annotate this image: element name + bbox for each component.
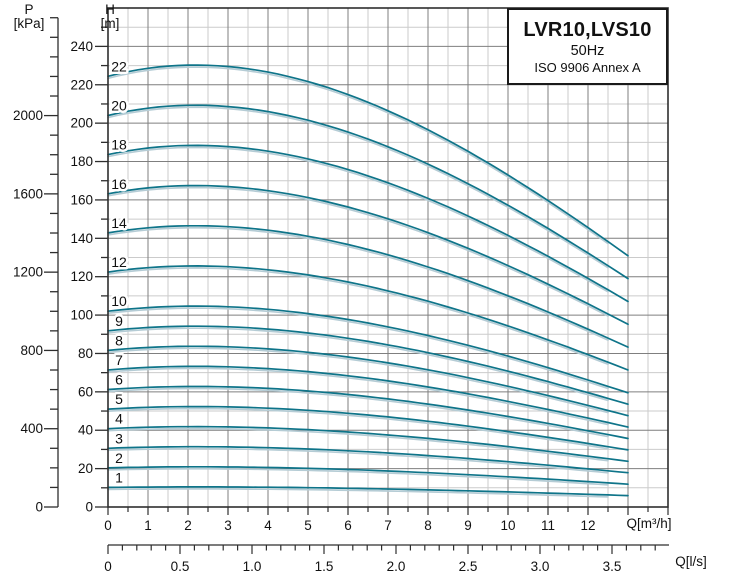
- pressure-tick-label: 2000: [13, 108, 43, 123]
- stage-curve-label: 4: [115, 411, 123, 427]
- flow-ls-tick-label: 2.5: [459, 559, 478, 574]
- flow-ls-tick-label: 3.5: [603, 559, 622, 574]
- head-tick-label: 40: [78, 423, 93, 438]
- pressure-tick-label: 0: [35, 500, 43, 515]
- pressure-axis-title: P [kPa]: [0, 3, 58, 31]
- head-tick-label: 0: [85, 500, 93, 515]
- head-tick-label: 140: [70, 231, 93, 246]
- flow-m3h-tick-label: 10: [500, 518, 515, 533]
- curve-stage-12: [107, 265, 629, 371]
- flow-m3h-tick-label: 0: [104, 518, 112, 533]
- flow-m3h-tick-label: 6: [344, 518, 352, 533]
- stage-curve-label: 3: [115, 430, 123, 446]
- curve-stage-10: [107, 305, 629, 394]
- title-box: LVR10,LVS10 50Hz ISO 9906 Annex A: [507, 8, 668, 85]
- stage-curve-label: 14: [111, 215, 127, 231]
- pressure-axis-unit: [kPa]: [13, 16, 45, 31]
- flow-ls-tick-label: 0.5: [171, 559, 190, 574]
- flow-axis-m3h: 0 1 2 3 4 5 6 7 8 9 10 11 12: [104, 507, 669, 533]
- head-tick-label: 240: [70, 39, 93, 54]
- head-tick-label: 180: [70, 154, 93, 169]
- head-tick-label: 120: [70, 269, 93, 284]
- pressure-axis-symbol: P: [24, 2, 34, 17]
- frequency-label: 50Hz: [570, 42, 605, 59]
- flow-axis-ls: 0 0.5 1.0 1.5 2.0 2.5 3.0 3.5: [104, 544, 669, 574]
- stage-curve-label: 6: [115, 372, 123, 388]
- curve-stage-4: [107, 425, 629, 463]
- curve-stage-22: [107, 64, 629, 257]
- flow-m3h-tick-label: 5: [304, 518, 312, 533]
- flow-axis-ls-label: Q[l/s]: [675, 554, 707, 569]
- flow-m3h-tick-label: 8: [424, 518, 432, 533]
- head-tick-label: 80: [78, 346, 93, 361]
- stage-curve-label: 2: [115, 450, 123, 466]
- flow-ls-tick-label: 2.0: [387, 559, 406, 574]
- curve-stage-3: [107, 445, 629, 474]
- pump-model-title: LVR10,LVS10: [523, 18, 652, 41]
- curve-stage-16: [107, 184, 629, 326]
- flow-ls-tick-label: 3.0: [531, 559, 550, 574]
- flow-m3h-tick-label: 2: [184, 518, 192, 533]
- curve-stage-5: [107, 405, 629, 451]
- stage-curve-label: 16: [111, 176, 127, 192]
- pressure-axis: 0 400 800 1200 1600 2000: [13, 17, 59, 515]
- curve-stage-2: [107, 465, 629, 486]
- flow-axis-m3h-label: Q[m³/h]: [626, 516, 672, 531]
- head-tick-label: 160: [70, 192, 93, 207]
- stage-curve-label: 1: [115, 469, 123, 485]
- head-tick-label: 60: [78, 384, 93, 399]
- curve-stage-20: [107, 104, 629, 280]
- flow-m3h-tick-label: 7: [384, 518, 392, 533]
- flow-ls-tick-label: 1.0: [243, 559, 262, 574]
- flow-m3h-tick-label: 9: [464, 518, 472, 533]
- standard-label: ISO 9906 Annex A: [534, 59, 641, 75]
- flow-m3h-tick-label: 1: [144, 518, 152, 533]
- head-axis-title: H [m]: [86, 3, 134, 31]
- flow-m3h-tick-label: 11: [541, 518, 555, 533]
- stage-curve-label: 10: [111, 293, 127, 309]
- curve-stage-7: [107, 365, 629, 428]
- head-axis-symbol: H: [105, 2, 115, 17]
- flow-m3h-tick-label: 4: [264, 518, 272, 533]
- head-axis-unit: [m]: [100, 16, 120, 31]
- flow-m3h-tick-label: 12: [580, 518, 595, 533]
- curve-stage-8: [107, 345, 629, 417]
- stage-curve-label: 5: [115, 391, 123, 407]
- curve-stage-18: [107, 144, 629, 303]
- stage-curve-label: 7: [115, 352, 123, 368]
- stage-curve-label: 12: [111, 254, 127, 270]
- curve-stage-1: [107, 486, 629, 498]
- stage-curve-label: 18: [111, 137, 127, 153]
- flow-m3h-tick-label: 3: [224, 518, 232, 533]
- pressure-tick-label: 400: [20, 421, 43, 436]
- flow-ls-tick-label: 1.5: [315, 559, 334, 574]
- stage-curve-label: 9: [115, 313, 123, 329]
- pressure-tick-label: 1600: [13, 186, 43, 201]
- head-tick-label: 20: [78, 461, 93, 476]
- pressure-tick-label: 800: [20, 343, 43, 358]
- stage-curve-label: 20: [111, 97, 127, 113]
- head-axis: 0 20 40 60 80 100 120 140 160 180 200 220 240: [70, 26, 108, 515]
- stage-curve-label: 8: [115, 332, 123, 348]
- curve-stage-9: [107, 325, 629, 406]
- head-tick-label: 100: [70, 308, 93, 323]
- pressure-tick-label: 1200: [13, 265, 43, 280]
- stage-curves: [107, 64, 629, 498]
- curve-stage-6: [107, 385, 629, 440]
- flow-ls-tick-label: 0: [104, 559, 112, 574]
- head-tick-label: 200: [70, 116, 93, 131]
- stage-curve-label: 22: [111, 58, 127, 74]
- head-tick-label: 220: [70, 77, 93, 92]
- curve-stage-14: [107, 224, 629, 348]
